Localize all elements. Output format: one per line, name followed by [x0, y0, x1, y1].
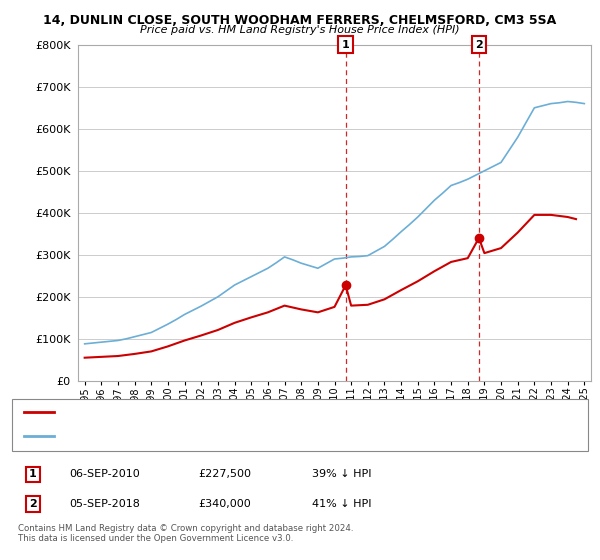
Text: 2: 2 [29, 499, 37, 509]
Text: 14, DUNLIN CLOSE, SOUTH WOODHAM FERRERS, CHELMSFORD, CM3 5SA: 14, DUNLIN CLOSE, SOUTH WOODHAM FERRERS,… [43, 14, 557, 27]
Text: Contains HM Land Registry data © Crown copyright and database right 2024.: Contains HM Land Registry data © Crown c… [18, 524, 353, 533]
Text: HPI: Average price, detached house, Chelmsford: HPI: Average price, detached house, Chel… [57, 431, 293, 441]
Text: This data is licensed under the Open Government Licence v3.0.: This data is licensed under the Open Gov… [18, 534, 293, 543]
Text: 39% ↓ HPI: 39% ↓ HPI [312, 469, 371, 479]
Text: 14, DUNLIN CLOSE, SOUTH WOODHAM FERRERS, CHELMSFORD, CM3 5SA (detached hou: 14, DUNLIN CLOSE, SOUTH WOODHAM FERRERS,… [57, 407, 493, 417]
Text: 1: 1 [29, 469, 37, 479]
Text: £227,500: £227,500 [198, 469, 251, 479]
Text: 06-SEP-2010: 06-SEP-2010 [69, 469, 140, 479]
Text: Price paid vs. HM Land Registry's House Price Index (HPI): Price paid vs. HM Land Registry's House … [140, 25, 460, 35]
Text: 2: 2 [475, 40, 483, 50]
Text: 1: 1 [342, 40, 350, 50]
Text: 41% ↓ HPI: 41% ↓ HPI [312, 499, 371, 509]
Text: 05-SEP-2018: 05-SEP-2018 [69, 499, 140, 509]
Text: £340,000: £340,000 [198, 499, 251, 509]
